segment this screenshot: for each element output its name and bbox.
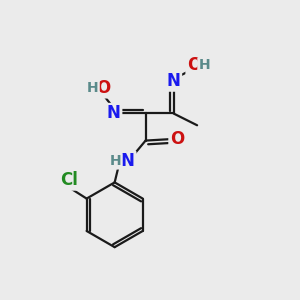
Text: H: H bbox=[199, 58, 210, 73]
Text: H: H bbox=[87, 81, 98, 95]
Text: Cl: Cl bbox=[60, 171, 78, 189]
Text: O: O bbox=[187, 56, 201, 74]
Text: N: N bbox=[121, 152, 135, 170]
Text: N: N bbox=[167, 72, 181, 90]
Text: O: O bbox=[170, 130, 184, 148]
Text: O: O bbox=[96, 79, 110, 97]
Text: H: H bbox=[110, 154, 121, 168]
Text: N: N bbox=[107, 104, 121, 122]
